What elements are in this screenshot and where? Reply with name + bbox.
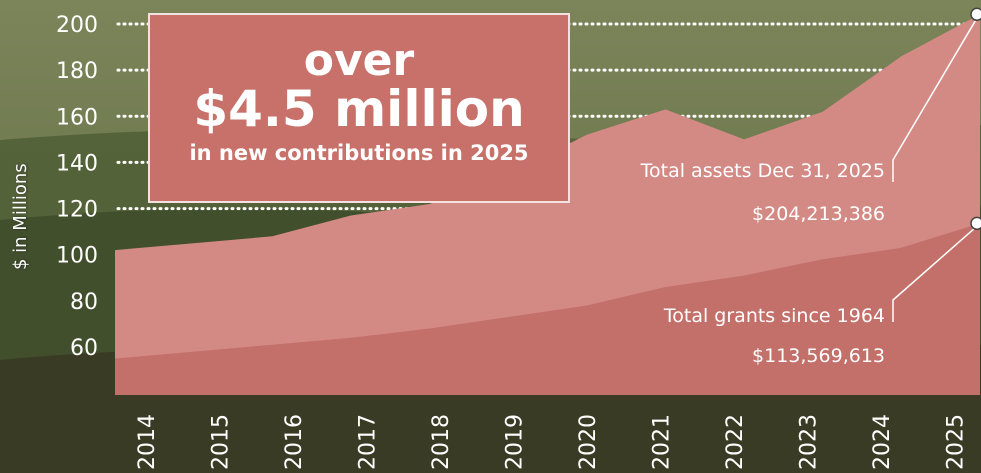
x-tick-2018: 2018 (429, 414, 454, 470)
x-tick-2016: 2016 (282, 414, 307, 470)
x-tick-2020: 2020 (576, 414, 601, 470)
x-tick-2019: 2019 (503, 414, 528, 470)
x-tick-2015: 2015 (209, 414, 234, 470)
assets-annotation-value: $204,213,386 (752, 203, 885, 225)
grants-leader-line (892, 224, 979, 322)
x-axis-ticks: 2014 2015 2016 2017 2018 2019 2020 2021 2022 2023… (135, 414, 969, 470)
grants-annotation-value: $113,569,613 (752, 345, 885, 367)
assets-leader-line (892, 15, 979, 182)
callout-line-1: over (303, 35, 415, 86)
grants-endpoint-marker (970, 216, 981, 231)
assets-annotation-label: Total assets Dec 31, 2025 (640, 160, 885, 182)
y-tick-180: 180 (56, 59, 98, 84)
callout-subtitle: in new contributions in 2025 (189, 141, 529, 165)
assets-endpoint-marker (970, 7, 981, 22)
y-tick-120: 120 (56, 198, 98, 223)
x-tick-2017: 2017 (356, 414, 381, 470)
y-tick-60: 60 (70, 336, 98, 361)
y-tick-140: 140 (56, 151, 98, 176)
y-tick-200: 200 (56, 13, 98, 38)
y-tick-160: 160 (56, 105, 98, 130)
callout-amount: $4.5 million (193, 80, 525, 138)
x-tick-2021: 2021 (650, 414, 675, 470)
x-tick-2022: 2022 (723, 414, 748, 470)
y-axis-label: $ in Millions (10, 163, 40, 270)
grants-annotation-label: Total grants since 1964 (663, 305, 885, 327)
x-tick-2025: 2025 (944, 414, 969, 470)
contributions-callout: over $4.5 million in new contributions i… (148, 13, 570, 203)
grants-area (115, 223, 980, 395)
annotation-leaders (892, 7, 981, 322)
y-axis-ticks: 60 80 100 120 140 160 180 200 (56, 13, 98, 361)
x-tick-2024: 2024 (870, 414, 895, 470)
x-tick-2023: 2023 (797, 414, 822, 470)
x-tick-2014: 2014 (135, 414, 160, 470)
y-tick-80: 80 (70, 290, 98, 315)
y-tick-100: 100 (56, 244, 98, 269)
